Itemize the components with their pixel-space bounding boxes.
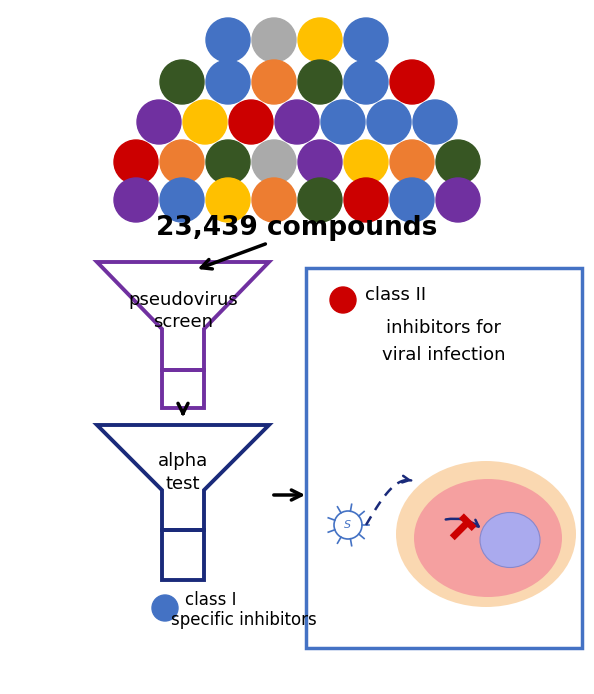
Circle shape: [114, 178, 158, 222]
Circle shape: [229, 100, 273, 144]
Circle shape: [344, 178, 388, 222]
Ellipse shape: [414, 479, 562, 597]
Text: class I: class I: [185, 591, 236, 609]
Text: alpha
test: alpha test: [158, 452, 208, 493]
Circle shape: [298, 140, 342, 184]
Circle shape: [298, 178, 342, 222]
Circle shape: [252, 178, 296, 222]
Circle shape: [367, 100, 411, 144]
Circle shape: [275, 100, 319, 144]
Text: specific inhibitors: specific inhibitors: [171, 611, 317, 629]
Ellipse shape: [396, 461, 576, 607]
Circle shape: [252, 140, 296, 184]
Circle shape: [114, 140, 158, 184]
Circle shape: [160, 140, 204, 184]
Circle shape: [390, 178, 434, 222]
Circle shape: [390, 60, 434, 104]
Circle shape: [321, 100, 365, 144]
Circle shape: [206, 140, 250, 184]
Circle shape: [152, 595, 178, 621]
Circle shape: [183, 100, 227, 144]
Circle shape: [344, 18, 388, 62]
Circle shape: [334, 511, 362, 539]
Text: viral infection: viral infection: [383, 346, 505, 364]
Circle shape: [436, 140, 480, 184]
Text: 23,439 compounds: 23,439 compounds: [156, 215, 438, 241]
Text: inhibitors for: inhibitors for: [387, 319, 501, 337]
Circle shape: [206, 60, 250, 104]
Text: class II: class II: [365, 286, 426, 304]
Circle shape: [413, 100, 457, 144]
Circle shape: [160, 178, 204, 222]
Circle shape: [390, 140, 434, 184]
Circle shape: [344, 140, 388, 184]
Circle shape: [252, 18, 296, 62]
Text: pseudovirus
screen: pseudovirus screen: [128, 291, 238, 331]
Bar: [306, 268, 582, 648]
Circle shape: [137, 100, 181, 144]
Ellipse shape: [480, 512, 540, 568]
Circle shape: [298, 60, 342, 104]
Circle shape: [160, 60, 204, 104]
Text: S: S: [345, 520, 352, 530]
Circle shape: [330, 287, 356, 313]
Circle shape: [344, 60, 388, 104]
Circle shape: [298, 18, 342, 62]
Circle shape: [436, 178, 480, 222]
Circle shape: [206, 18, 250, 62]
Circle shape: [206, 178, 250, 222]
Circle shape: [252, 60, 296, 104]
